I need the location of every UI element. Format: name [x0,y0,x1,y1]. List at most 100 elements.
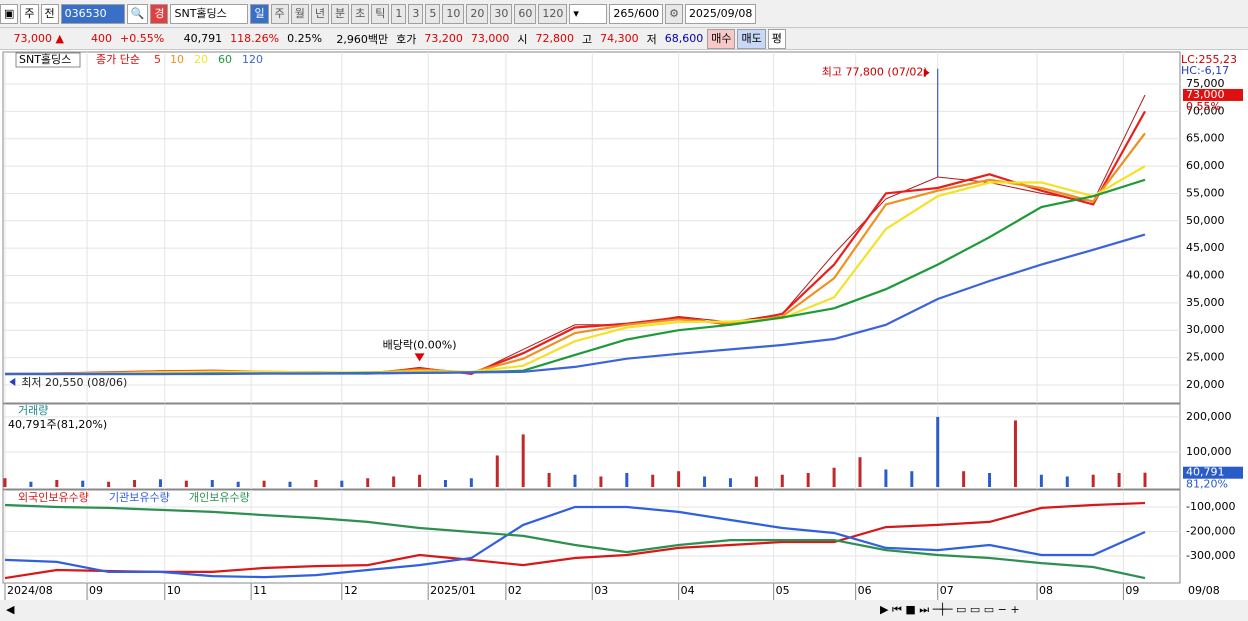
info-bar: 73,000 ▲ 400 +0.55% 40,791 118.26% 0.25%… [0,28,1248,50]
volume-bar [133,479,137,487]
volume-bar [418,474,422,487]
low-label: 최저 20,550 (08/06) [21,376,127,389]
volume-bar [573,474,577,487]
unit-button[interactable]: 초 [351,3,370,24]
legend-item: 20 [194,53,208,66]
high-label: 최고 77,800 (07/02) [822,66,928,79]
y-tick-label: 55,000 [1186,186,1225,199]
unit-button[interactable]: 주 [270,3,289,24]
y-tick-label: -100,000 [1186,500,1235,513]
menu-icon[interactable]: ▣ [0,3,19,24]
minute-button[interactable]: 1 [391,3,407,24]
buy[interactable]: 매수 [707,28,736,49]
dropdown[interactable]: ▾ [569,3,608,24]
count[interactable]: 265/600 [609,3,664,24]
volume-bar [314,479,318,487]
unit-button[interactable]: 일 [250,3,269,24]
volume-bar [1117,472,1121,487]
y-tick-label: -300,000 [1186,549,1235,562]
volume-title: 거래량 [18,404,48,417]
unit-button[interactable]: 년 [310,3,329,24]
price-frame [2,51,1181,404]
minute-button[interactable]: 10 [442,3,465,24]
volume-bar [780,474,784,487]
unit-button[interactable]: 틱 [371,3,390,24]
volume: 40,791 [183,32,223,45]
legend-item: 5 [154,53,161,66]
lc-label: LC:255,23 [1181,53,1237,66]
x-tick-label: 10 [167,584,181,597]
volume-bar [936,416,940,487]
legend-item: 기관보유수량 [109,491,170,504]
unit-button[interactable]: 월 [290,3,309,24]
y-tick-label: 25,000 [1186,351,1225,364]
x-tick-label: 08 [1039,584,1053,597]
y-tick-label: 75,000 [1186,77,1225,90]
stock-name: SNT홀딩스 [170,3,249,24]
sell[interactable]: 매도 [737,28,766,49]
date[interactable]: 2025/09/08 [684,3,757,24]
volume-bar [495,455,499,487]
search[interactable]: 🔍 [126,3,149,24]
minute-button[interactable]: 5 [425,3,441,24]
code-input[interactable]: 036530 [60,3,125,24]
bid: 73,000 [470,32,510,45]
minute-button[interactable]: 30 [490,3,513,24]
scroll-controls[interactable]: ▶ ⏮ ■ ⏭ ─┼─ ▭ ▭ ▭ − + [880,602,1020,616]
unit-button[interactable]: 분 [330,3,350,24]
period[interactable]: 주 [20,3,39,24]
ask: 73,200 [424,32,463,45]
scroll-left[interactable]: ◀ [6,603,15,616]
x-tick-label: 06 [858,584,872,597]
volume-bar [599,476,603,487]
x-tick-label: 05 [776,584,790,597]
x-tick-label: 02 [508,584,522,597]
minute-button[interactable]: 120 [538,3,568,24]
volume-bar [677,471,681,487]
last-volume-label: 40,791 [1186,466,1225,479]
amount: 2,960백만 [336,32,389,46]
minute-button[interactable]: 60 [514,3,537,24]
y-tick-label: 70,000 [1186,104,1225,117]
legend-item: 외국인보유수량 [18,491,89,504]
x-tick-label: 09 [89,584,103,597]
volume-bar [728,478,732,487]
volume-bar [340,480,344,487]
volume-bar [884,469,888,487]
legend-item: 120 [242,53,263,66]
volume-ratio-label: 81,20% [1186,478,1228,491]
y-tick-label: 100,000 [1186,445,1232,458]
stock-label-box [15,52,81,68]
x-tick-label: 09 [1125,584,1139,597]
low-arrow [9,377,16,386]
avg[interactable]: 평 [767,28,786,49]
volume-frame [2,403,1181,490]
ma-line [5,178,1146,376]
volume-bar [158,479,162,487]
legend-item: 60 [218,53,232,66]
ma-line [4,110,1146,376]
holding-line [4,501,1146,580]
y-tick-label: 20,000 [1186,378,1225,391]
last-price-label: 73,000 [1186,88,1225,101]
minute-button[interactable]: 3 [408,3,424,24]
scrollbar[interactable] [0,600,1248,621]
y-tick-label: 40,000 [1186,269,1225,282]
x-tick-label: 11 [253,584,267,597]
volume-info: 40,791주(81,20%) [8,418,107,431]
last-price-box [1183,88,1243,101]
prev[interactable]: 전 [40,3,59,24]
turnover: 0.25% [287,32,323,45]
volume-bar [1013,420,1017,487]
x-end-label: 09/08 [1188,584,1220,597]
volume-bar [29,481,33,487]
change: 400 [91,32,112,45]
tools[interactable]: ⚙ [665,3,683,24]
flag: 경 [150,3,169,24]
high-label: 고 [581,32,593,46]
high-arrow [923,68,930,77]
volume-bar [55,479,59,487]
minute-button[interactable]: 20 [466,3,489,24]
volume-bar [288,481,292,487]
